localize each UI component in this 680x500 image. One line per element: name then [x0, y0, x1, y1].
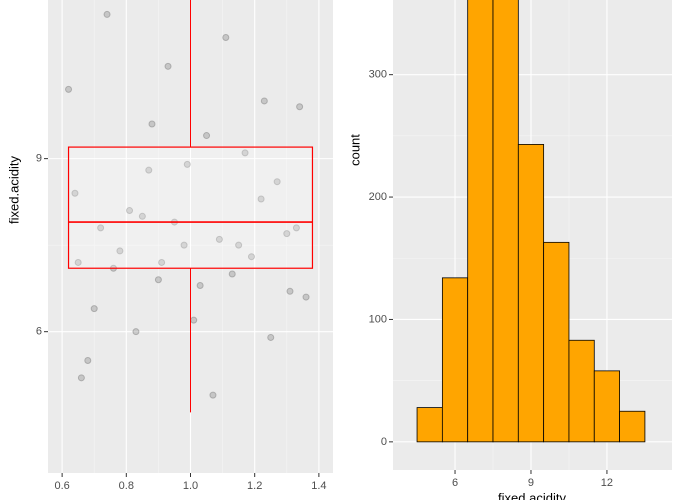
point	[90, 305, 98, 313]
point	[71, 189, 79, 197]
point	[183, 160, 191, 168]
x-tick-label: 0.6	[54, 480, 69, 492]
bar	[593, 370, 620, 443]
y-axis-title: fixed.acidity	[6, 156, 21, 224]
x-tick-label: 0.8	[119, 480, 134, 492]
bar	[416, 407, 443, 443]
bar	[543, 241, 570, 443]
y-tick-label: 200	[369, 191, 387, 203]
bar	[568, 339, 595, 443]
x-tick-label: 1.4	[311, 480, 326, 492]
point	[164, 62, 172, 70]
point	[260, 97, 268, 105]
bar	[492, 0, 519, 443]
x-tick-label: 1.0	[183, 480, 198, 492]
point	[235, 241, 243, 249]
box	[67, 146, 314, 269]
bar	[441, 277, 469, 443]
point	[215, 235, 223, 243]
bar	[619, 410, 646, 443]
y-tick-label: 300	[369, 69, 387, 81]
point	[190, 316, 198, 324]
point	[302, 293, 310, 301]
point	[267, 333, 275, 341]
point	[116, 247, 124, 255]
point	[273, 178, 281, 186]
point	[138, 212, 146, 220]
point	[180, 241, 188, 249]
x-tick-label: 12	[601, 477, 613, 489]
x-axis-title: fixed.acidity	[498, 490, 566, 500]
point	[222, 33, 230, 41]
plot-area	[393, 0, 672, 470]
point	[65, 85, 73, 93]
x-tick-label: 1.2	[247, 480, 262, 492]
point	[209, 391, 217, 399]
point	[148, 120, 156, 128]
x-tick-label: 6	[452, 477, 458, 489]
point	[196, 282, 204, 290]
point	[145, 166, 153, 174]
point	[247, 253, 255, 261]
y-tick-label: 9	[36, 153, 42, 165]
point	[241, 149, 249, 157]
point	[228, 270, 236, 278]
point	[103, 10, 111, 18]
point	[126, 207, 134, 215]
point	[74, 258, 82, 266]
point	[257, 195, 265, 203]
plot-area	[48, 0, 333, 473]
point	[97, 224, 105, 232]
point	[84, 357, 92, 365]
bar	[467, 0, 494, 443]
point	[77, 374, 85, 382]
bar	[517, 144, 545, 443]
x-tick-label: 9	[528, 477, 534, 489]
point	[296, 103, 304, 111]
point	[132, 328, 140, 336]
y-tick-label: 0	[381, 436, 387, 448]
y-tick-label: 100	[369, 313, 387, 325]
point	[283, 230, 291, 238]
y-axis-title: count	[347, 134, 362, 166]
point	[292, 224, 300, 232]
point	[286, 287, 294, 295]
point	[154, 276, 162, 284]
point	[158, 258, 166, 266]
y-tick-label: 6	[36, 326, 42, 338]
point	[203, 132, 211, 140]
